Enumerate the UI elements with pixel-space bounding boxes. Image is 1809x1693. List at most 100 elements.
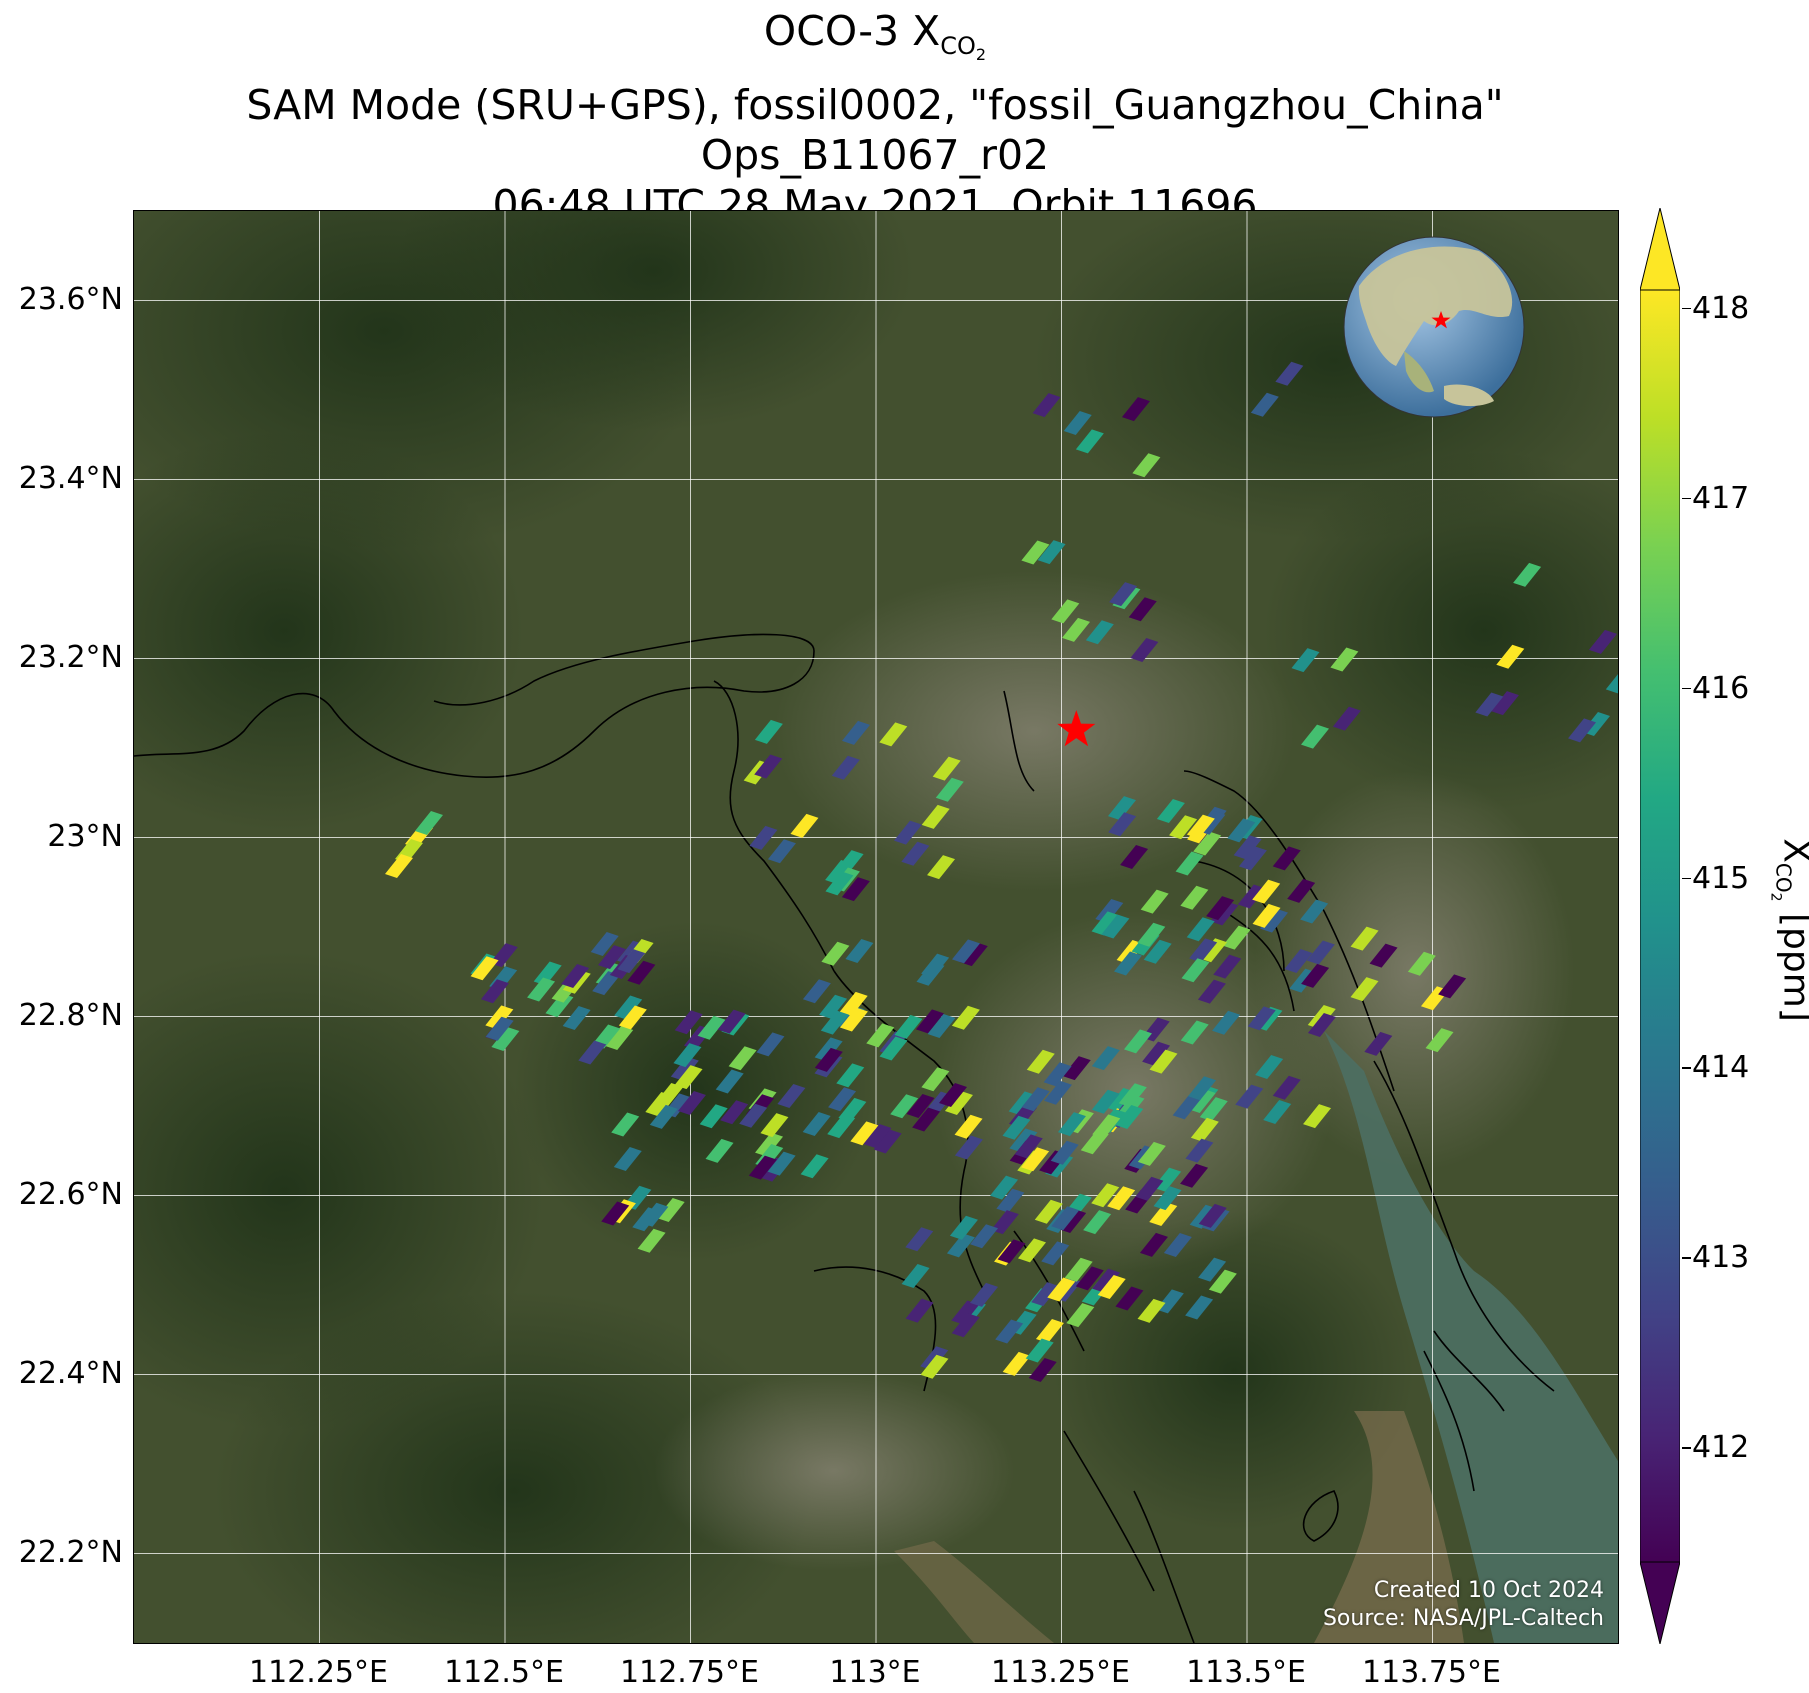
sounding-footprint <box>1233 835 1262 860</box>
sounding-footprint <box>545 993 574 1018</box>
sounding-footprint <box>1149 1201 1178 1226</box>
sounding-footprint <box>1213 954 1242 979</box>
sounding-footprint <box>1568 718 1597 743</box>
sounding-footprint <box>1107 1186 1136 1211</box>
sounding-footprint <box>715 1069 744 1094</box>
sounding-footprint <box>1189 938 1218 963</box>
sounding-footprint <box>906 1093 935 1118</box>
lat-tick-label: 22.2°N <box>18 1534 123 1570</box>
sounding-footprint <box>1513 562 1542 587</box>
sounding-footprint <box>828 1087 857 1112</box>
sounding-footprint <box>1091 911 1120 936</box>
lon-tick-label: 113.75°E <box>1362 1655 1501 1690</box>
sounding-footprint <box>1284 949 1313 974</box>
title-line-2: SAM Mode (SRU+GPS), fossil0002, "fossil_… <box>246 80 1504 129</box>
plot-title: OCO-3 XCO2 SAM Mode (SRU+GPS), fossil000… <box>0 6 1750 230</box>
map-area[interactable]: Created 10 Oct 2024 Source: NASA/JPL-Cal… <box>133 210 1619 1644</box>
sounding-footprint <box>677 1090 706 1115</box>
sounding-footprint <box>932 756 961 781</box>
sounding-footprint <box>1369 943 1398 968</box>
sounding-footprint <box>1260 908 1289 933</box>
sounding-footprint <box>767 839 796 864</box>
sounding-footprint <box>697 1015 726 1040</box>
colorbar-tick: 415 <box>1681 860 1750 896</box>
sounding-footprint <box>1091 1183 1120 1208</box>
sounding-footprint <box>820 1010 849 1035</box>
sounding-footprint <box>959 942 988 967</box>
sounding-footprint <box>1050 1140 1079 1165</box>
sounding-footprint <box>1250 392 1279 417</box>
sounding-footprint <box>1025 1338 1054 1363</box>
sounding-footprint <box>1307 1013 1336 1038</box>
sounding-footprint <box>1496 644 1525 669</box>
colorbar-graphic <box>1639 207 1681 1645</box>
sounding-footprint <box>845 939 874 964</box>
sounding-footprint <box>1425 1028 1454 1053</box>
sounding-footprint <box>951 1300 980 1325</box>
sounding-footprint <box>1108 812 1137 837</box>
sounding-footprint <box>1186 917 1215 942</box>
sounding-footprint <box>415 811 443 835</box>
sounding-footprint <box>1212 1010 1241 1035</box>
sounding-footprint <box>613 1146 642 1171</box>
sounding-footprint <box>1255 1055 1284 1080</box>
sounding-footprint <box>491 1026 520 1051</box>
sounding-footprint <box>1180 1020 1209 1045</box>
sounding-footprint <box>970 1224 999 1249</box>
sounding-footprint <box>1438 974 1467 999</box>
sounding-footprint <box>997 1239 1026 1264</box>
sounding-footprint <box>863 1124 892 1149</box>
lon-tick-label: 112.5°E <box>444 1655 564 1690</box>
sounding-footprint <box>562 1006 591 1031</box>
sounding-footprint <box>814 1037 843 1062</box>
colorbar-tick: 414 <box>1681 1050 1750 1086</box>
sounding-footprint <box>1263 1100 1292 1125</box>
sounding-footprint <box>951 939 980 964</box>
sounding-footprint <box>814 1047 843 1072</box>
sounding-footprint <box>527 977 556 1002</box>
sounding-footprint <box>879 1036 908 1061</box>
sounding-footprint <box>1075 429 1104 454</box>
sounding-footprint <box>1350 926 1379 951</box>
sounding-footprint <box>717 1009 746 1034</box>
sounding-footprint <box>935 777 964 802</box>
sounding-footprint <box>748 1155 777 1180</box>
sounding-footprint <box>951 1005 980 1030</box>
sounding-footprint <box>1083 1210 1112 1235</box>
sounding-footprint <box>915 1009 944 1034</box>
sounding-footprint <box>674 1065 703 1090</box>
lat-tick-label: 23.6°N <box>18 281 123 317</box>
lat-tick-label: 22.8°N <box>18 997 123 1033</box>
sounding-footprint <box>1043 1062 1072 1087</box>
sounding-footprint <box>1095 899 1124 924</box>
sounding-footprint <box>1588 629 1617 654</box>
sounding-footprint <box>1364 1031 1393 1056</box>
sounding-footprint <box>670 1056 699 1081</box>
sounding-footprint <box>990 1210 1019 1235</box>
sounding-footprint <box>836 1063 865 1088</box>
sounding-footprint <box>1175 851 1204 876</box>
sounding-footprint <box>944 1090 973 1115</box>
sounding-footprint <box>1350 977 1379 1002</box>
sounding-footprint <box>1041 1241 1070 1266</box>
sounding-footprint <box>1135 1176 1164 1201</box>
colorbar-tick: 416 <box>1681 670 1750 706</box>
sounding-footprint <box>754 719 783 744</box>
sounding-footprint <box>1075 1266 1104 1291</box>
target-star-icon <box>1057 710 1096 747</box>
sounding-footprint <box>755 1132 784 1157</box>
sounding-footprint <box>1109 582 1138 607</box>
sounding-footprint <box>927 1014 956 1039</box>
colorbar-tick: 413 <box>1681 1240 1750 1276</box>
sounding-footprint <box>1198 1203 1227 1228</box>
credit-source: Source: NASA/JPL-Caltech <box>1322 1606 1604 1631</box>
sounding-footprint <box>838 1097 867 1122</box>
sounding-footprint <box>470 956 499 981</box>
sounding-footprint <box>1332 706 1361 731</box>
sounding-footprint <box>1180 1163 1209 1188</box>
sounding-footprint <box>561 964 590 989</box>
sounding-footprint <box>1193 831 1222 856</box>
sounding-footprint <box>901 841 930 866</box>
title-line-1: OCO-3 XCO2 <box>763 7 987 64</box>
sounding-footprint <box>1028 1358 1057 1383</box>
